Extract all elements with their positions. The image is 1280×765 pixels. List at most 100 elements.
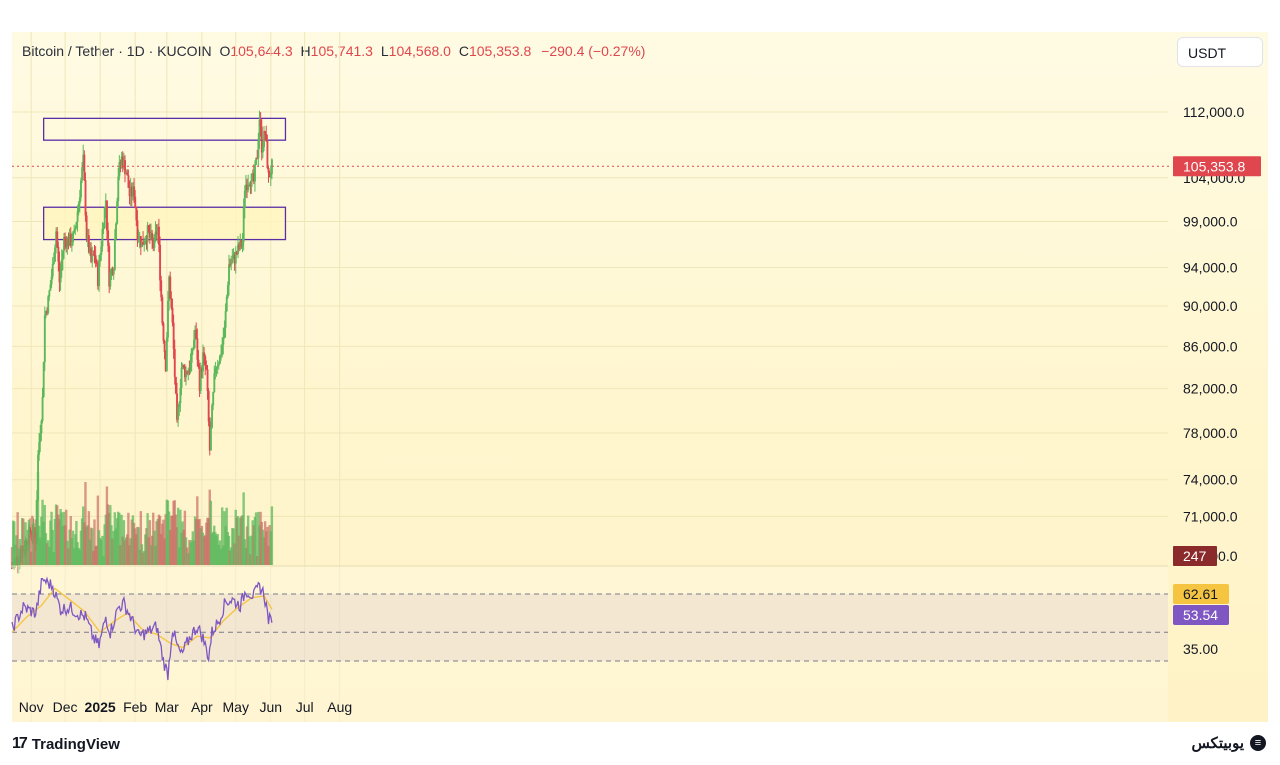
- time-axis-label: Dec: [53, 699, 78, 715]
- candle-body: [225, 296, 228, 312]
- candle-body: [212, 391, 215, 406]
- candle-body: [45, 311, 47, 316]
- candle-body: [217, 363, 220, 366]
- candle-body: [118, 162, 121, 177]
- price-axis-label: 90,000.0: [1183, 298, 1238, 314]
- rsi-value-tag: [1173, 605, 1229, 625]
- candle-body: [159, 244, 162, 281]
- candle-body: [146, 225, 149, 243]
- candle-body: [228, 264, 230, 286]
- candle-body: [75, 221, 78, 229]
- price-axis-label: 86,000.0: [1183, 338, 1238, 354]
- volume-bar: [220, 507, 224, 565]
- candle-body: [239, 239, 242, 249]
- volume-bar: [118, 512, 121, 565]
- candle-body: [38, 442, 41, 455]
- candle-body: [109, 272, 112, 287]
- candle-body: [92, 254, 95, 256]
- candle-body: [68, 234, 71, 246]
- candle-body: [115, 223, 117, 240]
- candle-body: [143, 243, 146, 246]
- candle-body: [202, 352, 204, 372]
- candle-body: [40, 420, 43, 434]
- high-label: H: [300, 43, 311, 59]
- candle-body: [176, 393, 178, 420]
- candle-body: [55, 231, 58, 248]
- last-price-tag: [1173, 156, 1261, 177]
- candle-body: [263, 130, 265, 148]
- candle-body: [268, 172, 271, 178]
- candle-body: [94, 255, 97, 263]
- candle-body: [189, 362, 192, 372]
- candle-body: [39, 433, 42, 443]
- candle-body: [259, 119, 262, 127]
- volume-bar: [22, 518, 25, 565]
- candle-body: [174, 376, 177, 394]
- candle-body: [141, 241, 143, 248]
- candle-body: [193, 339, 195, 349]
- candle-body: [261, 147, 264, 153]
- candle-body: [154, 231, 157, 235]
- candle-body: [129, 186, 132, 197]
- candle-body: [132, 186, 134, 197]
- candle-body: [240, 239, 243, 247]
- candle-body: [258, 119, 261, 141]
- candle-body: [197, 359, 200, 367]
- time-axis-label: May: [223, 699, 249, 715]
- rsi-axis-label: 35.00: [1183, 641, 1218, 657]
- volume-bar: [101, 535, 104, 565]
- candle-body: [187, 370, 190, 374]
- candle-body: [168, 276, 171, 301]
- price-axis-label: 94,000.0: [1183, 259, 1238, 275]
- volume-bar: [148, 520, 152, 565]
- candle-body: [172, 322, 175, 350]
- time-axis-label: Nov: [19, 699, 44, 715]
- candle-body: [50, 276, 53, 285]
- chart-area[interactable]: [12, 32, 1268, 722]
- rsi-ma-line: [11, 587, 273, 649]
- volume-bar: [87, 511, 91, 565]
- rsi-ma-tag-label: 62.61: [1183, 586, 1218, 602]
- candle-body: [169, 276, 172, 299]
- tradingview-brand[interactable]: 17 TradingView: [12, 735, 120, 753]
- candle-body: [112, 269, 115, 275]
- volume-bar: [137, 527, 140, 565]
- open-label: O: [219, 43, 231, 59]
- candle-body: [214, 368, 217, 374]
- candle-body: [78, 197, 81, 204]
- watermark-label: یوبیتکس: [1191, 735, 1244, 752]
- volume-bar: [91, 528, 94, 565]
- candle-body: [241, 241, 244, 247]
- high-value: 105,741.3: [310, 43, 373, 59]
- candle-body: [91, 254, 94, 262]
- watermark-brand: یوبیتکس ≡: [1191, 734, 1266, 752]
- candle-body: [49, 284, 52, 291]
- candle-body: [194, 329, 197, 340]
- candle-body: [65, 239, 68, 248]
- currency-selector-button[interactable]: USDT: [1177, 37, 1263, 67]
- candle-body: [216, 365, 219, 367]
- candle-body: [126, 172, 129, 176]
- candle-body: [99, 254, 102, 262]
- close-value: 105,353.8: [468, 43, 532, 59]
- candle-body: [161, 297, 164, 324]
- change-value: −290.4 (−0.27%): [541, 43, 646, 59]
- time-axis-label: 2025: [85, 699, 116, 715]
- candle-body: [158, 226, 160, 245]
- low-label: L: [380, 43, 389, 59]
- candle-body: [221, 344, 224, 355]
- candle-body: [111, 269, 114, 275]
- candle-body: [121, 156, 124, 168]
- candle-body: [58, 261, 61, 283]
- candle-body: [211, 405, 214, 428]
- candle-body: [84, 180, 87, 216]
- candle-body: [170, 298, 173, 308]
- candle-body: [195, 329, 198, 339]
- candle-body: [269, 174, 272, 178]
- candle-body: [125, 172, 128, 175]
- candle-body: [59, 271, 62, 283]
- candle-body: [180, 367, 183, 388]
- candle-body: [243, 190, 246, 208]
- candle-body: [72, 232, 75, 243]
